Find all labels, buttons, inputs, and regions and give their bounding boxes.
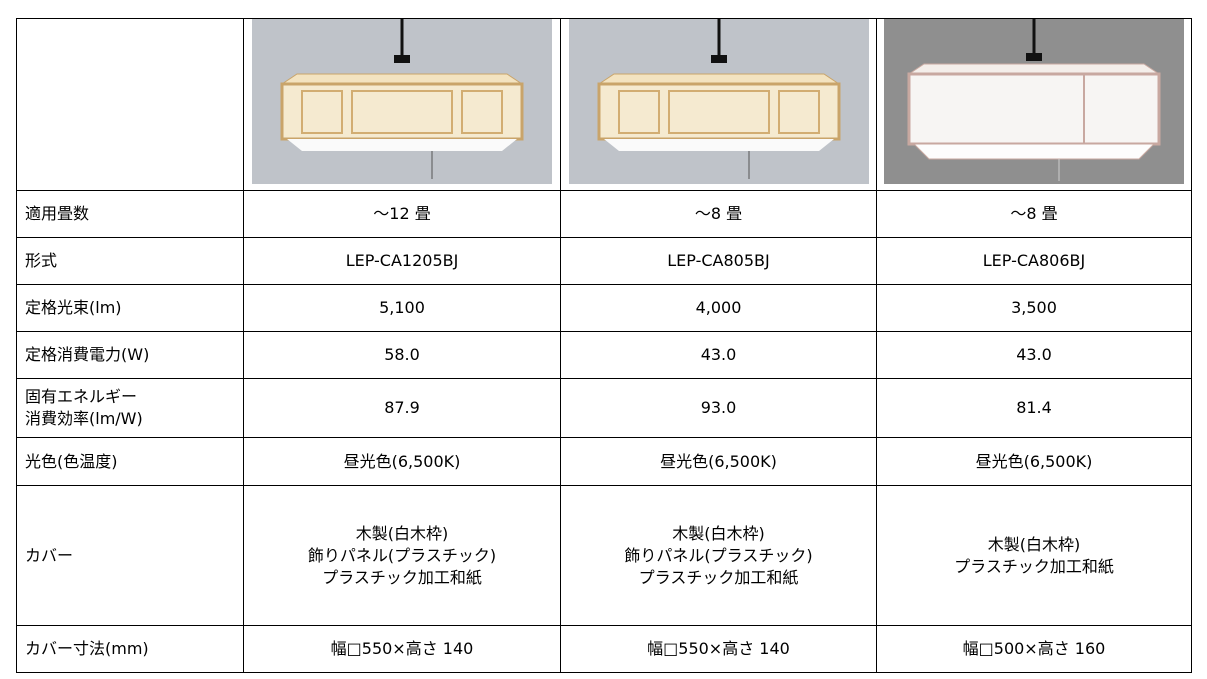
cell-line: 消費効率(lm/W)	[25, 409, 143, 428]
cell-value: 幅□550×高さ 140	[243, 625, 561, 673]
cell-value: 幅□500×高さ 160	[876, 625, 1192, 673]
cell-value: 昼光色(6,500K)	[243, 437, 561, 486]
row-label: 定格光束(lm)	[16, 284, 244, 332]
product-image	[243, 18, 561, 191]
cell-line: 飾りパネル(プラスチック)	[307, 545, 497, 565]
row-label: カバー	[16, 485, 244, 626]
row-label: 適用畳数	[16, 190, 244, 238]
cell-value: 木製(白木枠) 飾りパネル(プラスチック) プラスチック加工和紙	[243, 485, 561, 626]
cell-value: 昼光色(6,500K)	[560, 437, 877, 486]
image-row	[16, 18, 1192, 191]
cell-value: 81.4	[876, 378, 1192, 438]
cell-value: ～8 畳	[876, 190, 1192, 238]
lamp-image	[252, 19, 552, 184]
row-label: カバー寸法(mm)	[16, 625, 244, 673]
table-row: カバー寸法(mm) 幅□550×高さ 140 幅□550×高さ 140 幅□500×高…	[16, 625, 1192, 673]
table-row: 適用畳数 ～12 畳～8 畳～8 畳	[16, 190, 1192, 238]
empty-cell	[16, 18, 244, 191]
cell-value: 木製(白木枠) プラスチック加工和紙	[876, 485, 1192, 626]
cell-value: LEP-CA1205BJ	[243, 237, 561, 285]
table-row: 光色(色温度) 昼光色(6,500K) 昼光色(6,500K) 昼光色(6,500K)	[16, 437, 1192, 486]
cell-value: 5,100	[243, 284, 561, 332]
cell-value: 木製(白木枠) 飾りパネル(プラスチック) プラスチック加工和紙	[560, 485, 877, 626]
spec-table: 適用畳数 ～12 畳～8 畳～8 畳形式 LEP-CA1205BJ LEP-CA805…	[16, 18, 1192, 673]
cell-value: LEP-CA805BJ	[560, 237, 877, 285]
cell-value: 93.0	[560, 378, 877, 438]
lamp-image	[568, 19, 869, 184]
cell-line: 木製(白木枠)	[987, 534, 1081, 554]
cell-value: ～12 畳	[243, 190, 561, 238]
cell-value: 幅□550×高さ 140	[560, 625, 877, 673]
cell-line: プラスチック加工和紙	[638, 567, 799, 587]
cell-line: プラスチック加工和紙	[322, 567, 482, 587]
table-row: 固有エネルギー 消費効率(lm/W) 87.9 93.0 81.4	[16, 378, 1192, 438]
product-image	[560, 18, 877, 191]
cell-value: ～8 畳	[560, 190, 877, 238]
table-row: カバー 木製(白木枠) 飾りパネル(プラスチック) プラスチック加工和紙 木製(白木枠)…	[16, 485, 1192, 626]
cell-line: 飾りパネル(プラスチック)	[624, 545, 813, 565]
table-row: 形式 LEP-CA1205BJ LEP-CA805BJ LEP-CA806BJ	[16, 237, 1192, 285]
row-label: 形式	[16, 237, 244, 285]
row-label: 固有エネルギー 消費効率(lm/W)	[16, 378, 244, 438]
cell-value: 43.0	[876, 331, 1192, 379]
cell-value: 43.0	[560, 331, 877, 379]
cell-line: 木製(白木枠)	[672, 523, 765, 543]
table-row: 定格光束(lm) 5,100 4,000 3,500	[16, 284, 1192, 332]
cell-value: 87.9	[243, 378, 561, 438]
cell-value: LEP-CA806BJ	[876, 237, 1192, 285]
cell-line: 固有エネルギー	[25, 387, 138, 406]
cell-line: 木製(白木枠)	[355, 523, 449, 543]
cell-value: 58.0	[243, 331, 561, 379]
cell-value: 4,000	[560, 284, 877, 332]
cell-line: プラスチック加工和紙	[954, 556, 1114, 576]
product-image	[876, 18, 1192, 191]
lamp-image	[884, 19, 1184, 184]
cell-value: 3,500	[876, 284, 1192, 332]
row-label: 定格消費電力(W)	[16, 331, 244, 379]
cell-value: 昼光色(6,500K)	[876, 437, 1192, 486]
row-label: 光色(色温度)	[16, 437, 244, 486]
table-row: 定格消費電力(W) 58.0 43.0 43.0	[16, 331, 1192, 379]
